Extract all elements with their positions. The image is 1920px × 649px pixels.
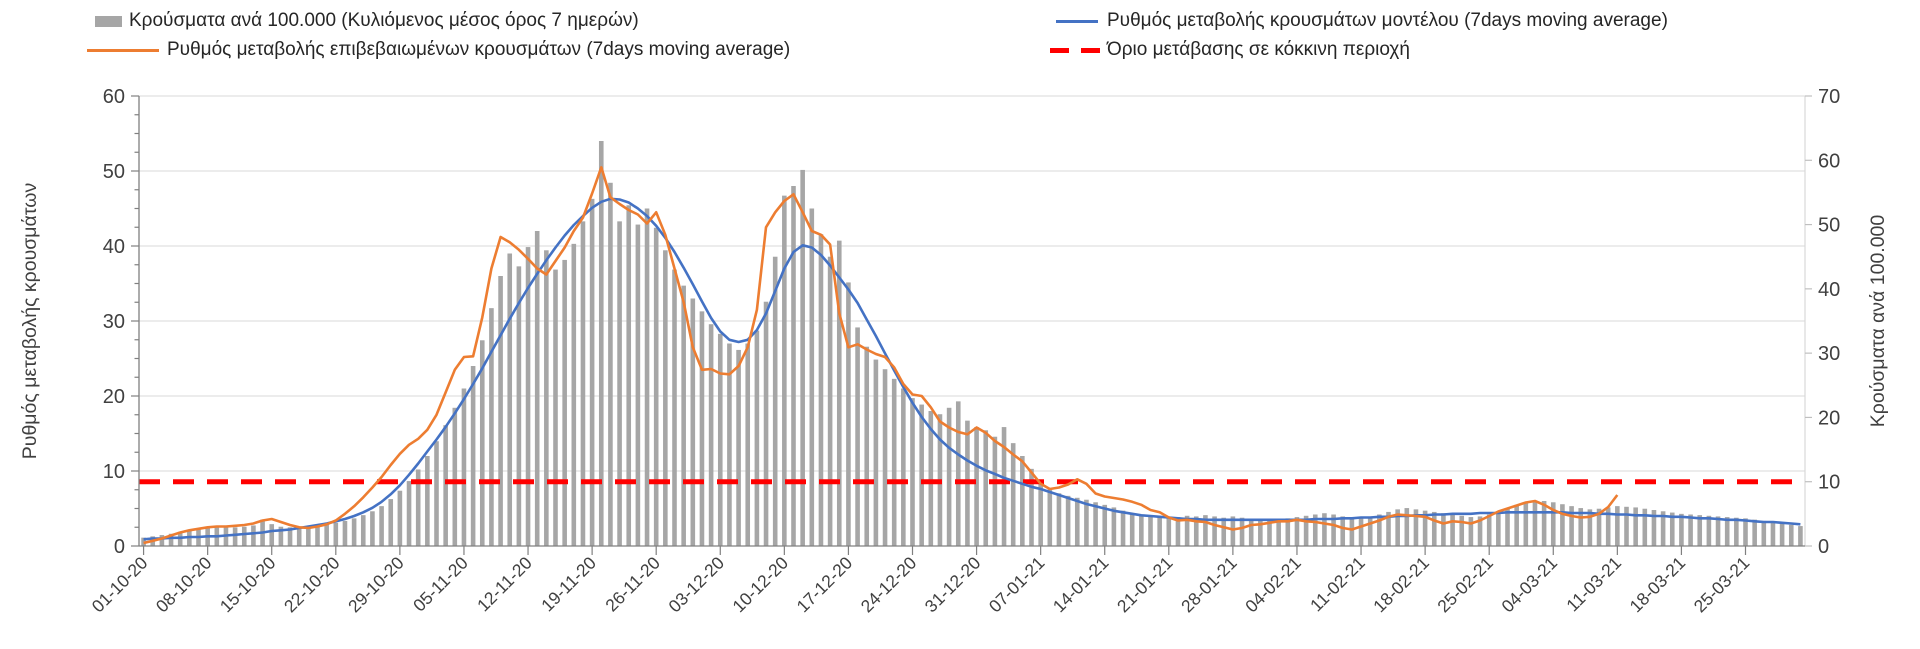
line-swatch-icon-blue [1056, 19, 1098, 23]
legend: Κρούσματα ανά 100.000 (Κυλιόμενος μέσος … [0, 0, 1920, 66]
left-axis-tick-label: 0 [114, 536, 125, 558]
right-axis-tick-label: 50 [1818, 215, 1840, 237]
legend-label-red-threshold: Όριο μετάβασης σε κόκκινη περιοχή [1107, 39, 1410, 60]
x-axis-tick-label: 19-11-20 [537, 553, 600, 616]
x-axis-tick-label: 14-01-21 [1049, 553, 1113, 617]
legend-label-cases-per-100k: Κρούσματα ανά 100.000 (Κυλιόμενος μέσος … [129, 10, 639, 31]
model-rate-line [143, 197, 1801, 541]
x-axis-tick-label: 05-11-20 [409, 553, 472, 616]
x-axis-tick-label: 07-01-21 [985, 553, 1049, 617]
axes [131, 95, 1812, 555]
bars-series [141, 141, 1803, 547]
x-axis-tick-label: 29-10-20 [344, 553, 408, 617]
x-axis-tick-label: 11-03-21 [1562, 553, 1625, 616]
x-axis-tick-label: 25-02-21 [1433, 553, 1497, 617]
right-axis-title: Κρούσματα ανά 100.000 [1867, 215, 1889, 428]
confirmed-rate-line [143, 166, 1619, 545]
right-axis-tick-label: 20 [1818, 407, 1840, 429]
right-axis-tick-label: 10 [1818, 472, 1840, 494]
x-axis-tick-label: 03-12-20 [664, 553, 728, 617]
x-axis-tick-label: 08-10-20 [152, 553, 216, 617]
legend-item-cases-per-100k: Κρούσματα ανά 100.000 (Κυλιόμενος μέσος … [95, 8, 639, 34]
right-axis-tick-label: 70 [1818, 86, 1840, 108]
dashed-line-swatch-icon [1050, 47, 1100, 53]
right-axis-tick-label: 30 [1818, 343, 1840, 365]
gridlines [139, 95, 1806, 546]
x-axis-tick-label: 04-03-21 [1497, 553, 1561, 617]
x-axis-tick-label: 18-03-21 [1626, 553, 1690, 617]
line-swatch-icon-orange [87, 48, 159, 52]
legend-item-confirmed-rate: Ρυθμός μεταβολής επιβεβαιωμένων κρουσμάτ… [87, 37, 790, 63]
x-axis-tick-label: 26-11-20 [601, 553, 664, 616]
legend-label-model-rate: Ρυθμός μεταβολής κρουσμάτων μοντέλου (7d… [1107, 10, 1668, 31]
x-axis-tick-label: 22-10-20 [280, 553, 344, 617]
right-axis-tick-label: 0 [1818, 536, 1829, 558]
x-axis-tick-label: 21-01-21 [1113, 553, 1177, 617]
x-axis-tick-label: 01-10-20 [88, 553, 152, 617]
left-axis-tick-label: 60 [103, 86, 125, 108]
x-axis-tick-label: 28-01-21 [1177, 553, 1241, 617]
x-axis-tick-label: 10-12-20 [728, 553, 792, 617]
x-axis-tick-label: 18-02-21 [1369, 553, 1433, 617]
axis-tick-labels: 0 10 20 30 40 50 60 0 10 20 30 40 50 60 70 01-10-20 08-1… [88, 86, 1841, 616]
left-axis-tick-label: 30 [103, 311, 125, 333]
left-axis-tick-label: 10 [103, 461, 125, 483]
left-axis-title: Ρυθμός μεταβολής κρουσμάτων [19, 183, 41, 459]
left-axis-tick-label: 50 [103, 161, 125, 183]
right-axis-tick-label: 60 [1818, 150, 1840, 172]
bar-swatch-icon [95, 15, 122, 27]
x-axis-tick-label: 25-03-21 [1690, 553, 1754, 617]
x-axis-tick-label: 15-10-20 [216, 553, 280, 617]
legend-label-confirmed-rate: Ρυθμός μεταβολής επιβεβαιωμένων κρουσμάτ… [167, 39, 791, 60]
left-axis-tick-label: 20 [103, 386, 125, 408]
right-axis-tick-label: 40 [1818, 279, 1840, 301]
x-axis-tick-label: 17-12-20 [793, 553, 857, 617]
x-axis-tick-label: 11-02-21 [1306, 553, 1369, 616]
left-axis-tick-label: 40 [103, 236, 125, 258]
x-axis-tick-label: 31-12-20 [921, 553, 985, 617]
x-axis-tick-label: 12-11-20 [473, 553, 536, 616]
x-axis-tick-label: 24-12-20 [857, 553, 921, 617]
x-axis-tick-label: 04-02-21 [1241, 553, 1305, 617]
legend-item-red-threshold: Όριο μετάβασης σε κόκκινη περιοχή [1050, 37, 1410, 63]
legend-item-model-rate: Ρυθμός μεταβολής κρουσμάτων μοντέλου (7d… [1056, 8, 1668, 34]
